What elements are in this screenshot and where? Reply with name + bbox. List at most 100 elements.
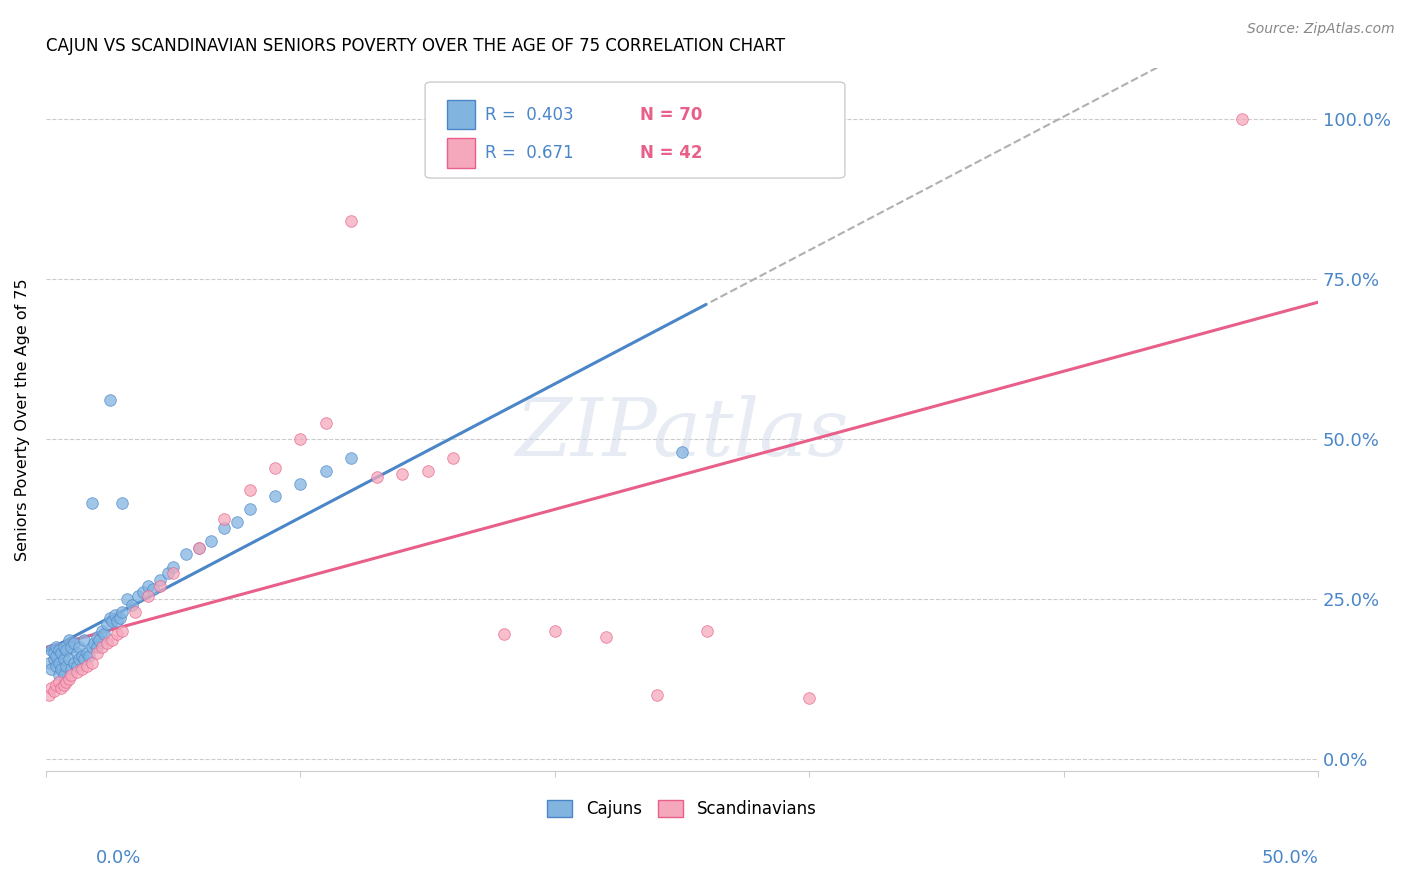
Point xyxy=(105,627,128,641)
Point xyxy=(60,668,83,682)
Point xyxy=(52,668,75,682)
FancyBboxPatch shape xyxy=(447,138,475,168)
Point xyxy=(80,640,103,654)
Point xyxy=(162,559,184,574)
Point xyxy=(111,605,134,619)
Point xyxy=(55,658,77,673)
Y-axis label: Seniors Poverty Over the Age of 75: Seniors Poverty Over the Age of 75 xyxy=(15,278,30,561)
Point xyxy=(52,640,75,654)
Point xyxy=(76,658,98,673)
Point xyxy=(96,617,118,632)
Point xyxy=(42,684,65,698)
Point xyxy=(98,393,121,408)
Point xyxy=(671,444,693,458)
Point xyxy=(67,640,90,654)
Point xyxy=(70,662,93,676)
Point xyxy=(290,476,312,491)
Point xyxy=(645,688,668,702)
Point xyxy=(212,521,235,535)
Point xyxy=(174,547,197,561)
Point xyxy=(117,591,139,606)
Point xyxy=(52,652,75,666)
Point xyxy=(77,649,100,664)
Point xyxy=(91,640,114,654)
Text: 50.0%: 50.0% xyxy=(1263,849,1319,867)
Point xyxy=(101,614,124,628)
Point xyxy=(51,681,73,696)
Point xyxy=(238,483,260,497)
Point xyxy=(441,450,464,465)
Point xyxy=(65,665,87,680)
Point xyxy=(80,656,103,670)
Point xyxy=(73,652,96,666)
Point xyxy=(86,630,108,644)
Text: ZIPatlas: ZIPatlas xyxy=(516,395,849,473)
FancyBboxPatch shape xyxy=(447,100,475,129)
Point xyxy=(45,658,67,673)
Point xyxy=(58,652,80,666)
Point xyxy=(696,624,718,638)
Point xyxy=(38,688,60,702)
Point xyxy=(121,598,143,612)
Point xyxy=(45,640,67,654)
Point xyxy=(264,490,287,504)
Point xyxy=(45,649,67,664)
Point xyxy=(96,636,118,650)
Point xyxy=(366,470,388,484)
Point xyxy=(48,668,70,682)
Point xyxy=(799,690,821,705)
Point xyxy=(290,432,312,446)
Point xyxy=(225,515,247,529)
Point xyxy=(127,589,149,603)
Point xyxy=(83,636,105,650)
Point xyxy=(136,589,159,603)
Point xyxy=(86,646,108,660)
Point xyxy=(149,579,172,593)
Point xyxy=(60,662,83,676)
Point xyxy=(73,633,96,648)
Point xyxy=(39,662,62,676)
Point xyxy=(157,566,180,581)
Point xyxy=(63,656,86,670)
Point xyxy=(124,605,146,619)
Point xyxy=(111,624,134,638)
Point xyxy=(91,624,114,638)
Point xyxy=(67,652,90,666)
Point xyxy=(39,643,62,657)
Point xyxy=(238,502,260,516)
Point xyxy=(595,630,617,644)
Point xyxy=(45,678,67,692)
Point xyxy=(315,464,337,478)
Point xyxy=(162,566,184,581)
Point xyxy=(136,579,159,593)
Point xyxy=(76,646,98,660)
Point xyxy=(38,656,60,670)
Point xyxy=(98,611,121,625)
Point xyxy=(264,460,287,475)
Point xyxy=(58,633,80,648)
Point xyxy=(70,649,93,664)
Point xyxy=(42,646,65,660)
Point xyxy=(60,640,83,654)
Point xyxy=(187,541,209,555)
Point xyxy=(58,672,80,686)
Text: R =  0.403: R = 0.403 xyxy=(485,105,574,124)
Point xyxy=(200,534,222,549)
Point xyxy=(63,636,86,650)
Point xyxy=(55,674,77,689)
Point xyxy=(51,662,73,676)
Text: Source: ZipAtlas.com: Source: ZipAtlas.com xyxy=(1247,22,1395,37)
Point xyxy=(187,541,209,555)
Text: N = 70: N = 70 xyxy=(640,105,703,124)
Point xyxy=(391,467,413,481)
Point xyxy=(340,450,363,465)
Point xyxy=(51,646,73,660)
Point xyxy=(48,643,70,657)
Point xyxy=(86,640,108,654)
Text: R =  0.671: R = 0.671 xyxy=(485,145,574,162)
Point xyxy=(65,658,87,673)
Point xyxy=(492,627,515,641)
Point xyxy=(544,624,567,638)
Point xyxy=(48,656,70,670)
Point xyxy=(48,674,70,689)
